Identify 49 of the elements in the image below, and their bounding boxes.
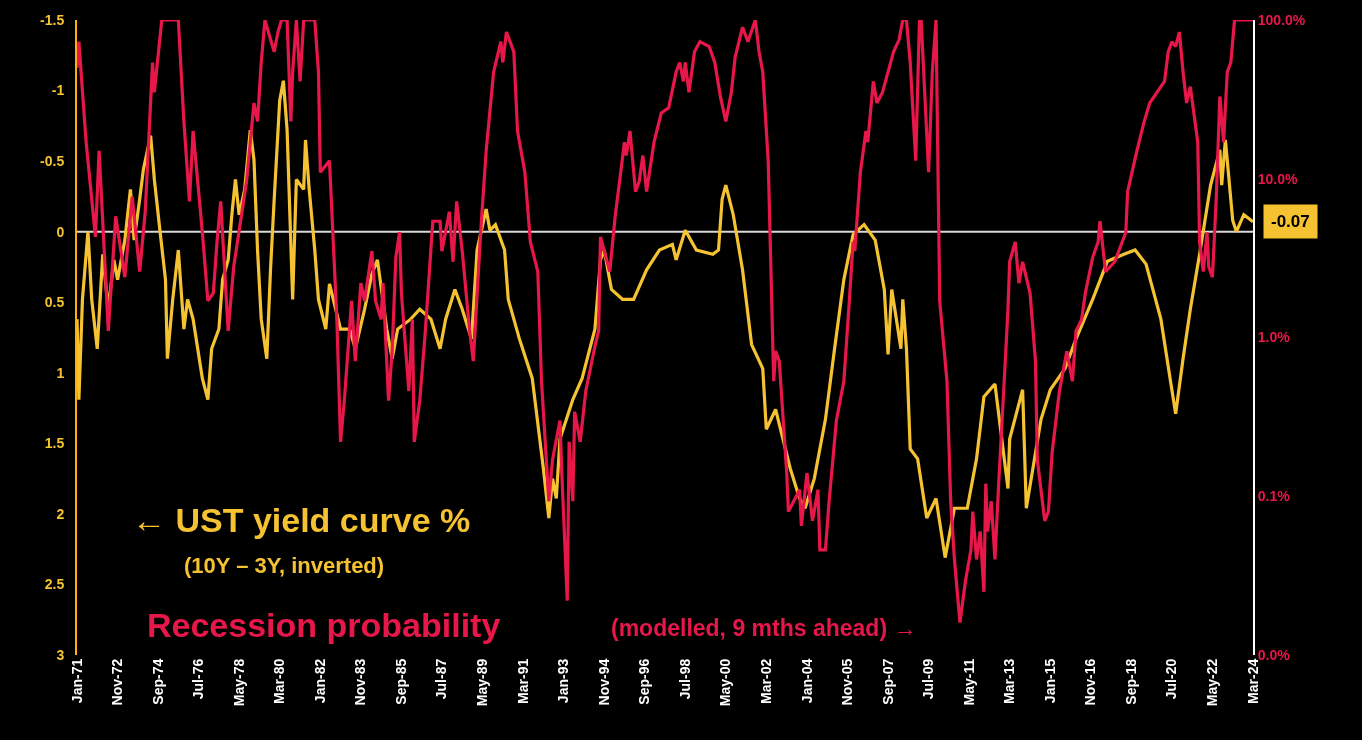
x-tick-label: Sep-18	[1122, 658, 1139, 705]
y-tick-label: 3	[56, 646, 65, 663]
x-tick-label: Mar-02	[757, 658, 774, 704]
x-tick-label: May-89	[474, 658, 491, 707]
y-tick-label: 2.5	[44, 576, 65, 593]
x-tick-label: Jul-09	[920, 658, 937, 700]
y2-tick-label: 10.0%	[1257, 170, 1299, 187]
x-tick-label: May-11	[960, 658, 977, 706]
x-tick-label: Jan-93	[555, 658, 572, 704]
annotation: (10Y – 3Y, inverted)	[184, 553, 385, 578]
x-tick-label: Jan-04	[798, 658, 815, 704]
x-tick-label: Sep-96	[636, 658, 653, 705]
annotation: ← UST yield curve %	[132, 501, 471, 539]
y-tick-label: -0.5	[40, 153, 65, 170]
x-tick-label: Nov-05	[839, 658, 856, 706]
x-tick-label: Jan-15	[1041, 658, 1058, 704]
x-tick-label: Jul-87	[433, 658, 450, 700]
y-tick-label: 2	[56, 505, 65, 522]
x-tick-label: Jan-82	[311, 658, 328, 704]
y-tick-label: 0.5	[44, 294, 65, 311]
x-tick-label: Jul-76	[190, 658, 207, 700]
x-tick-label: Nov-83	[352, 658, 369, 706]
y-tick-label: 0	[56, 223, 65, 240]
y2-tick-label: 100.0%	[1257, 11, 1306, 28]
annotation: Recession probability	[147, 606, 501, 644]
y2-tick-label: 1.0%	[1257, 329, 1291, 346]
y2-tick-label: 0.1%	[1257, 488, 1291, 505]
x-tick-label: Sep-85	[392, 658, 409, 705]
x-tick-label: Nov-94	[595, 658, 612, 706]
x-tick-label: Mar-80	[271, 658, 288, 704]
y-tick-label: 1.5	[44, 435, 65, 452]
x-tick-label: Jul-98	[676, 658, 693, 700]
x-tick-label: May-78	[230, 658, 247, 707]
x-tick-label: Sep-74	[149, 658, 166, 705]
x-tick-label: Jul-20	[1163, 658, 1180, 700]
y-tick-label: -1.5	[40, 11, 65, 28]
x-tick-label: Jan-71	[68, 658, 85, 704]
x-tick-label: Sep-07	[879, 658, 896, 705]
x-tick-label: Nov-16	[1082, 658, 1099, 706]
annotation: -0.07	[1271, 212, 1310, 231]
y-tick-label: 1	[56, 364, 65, 381]
x-tick-label: Nov-72	[109, 658, 126, 706]
x-tick-label: May-22	[1203, 658, 1220, 707]
x-tick-label: Mar-91	[514, 658, 531, 704]
y-tick-label: -1	[51, 82, 65, 99]
x-tick-label: Mar-13	[1001, 658, 1018, 704]
annotation: (modelled, 9 mths ahead) →	[611, 615, 917, 641]
x-tick-label: May-00	[717, 658, 734, 707]
y2-tick-label: 0.0%	[1257, 646, 1291, 663]
